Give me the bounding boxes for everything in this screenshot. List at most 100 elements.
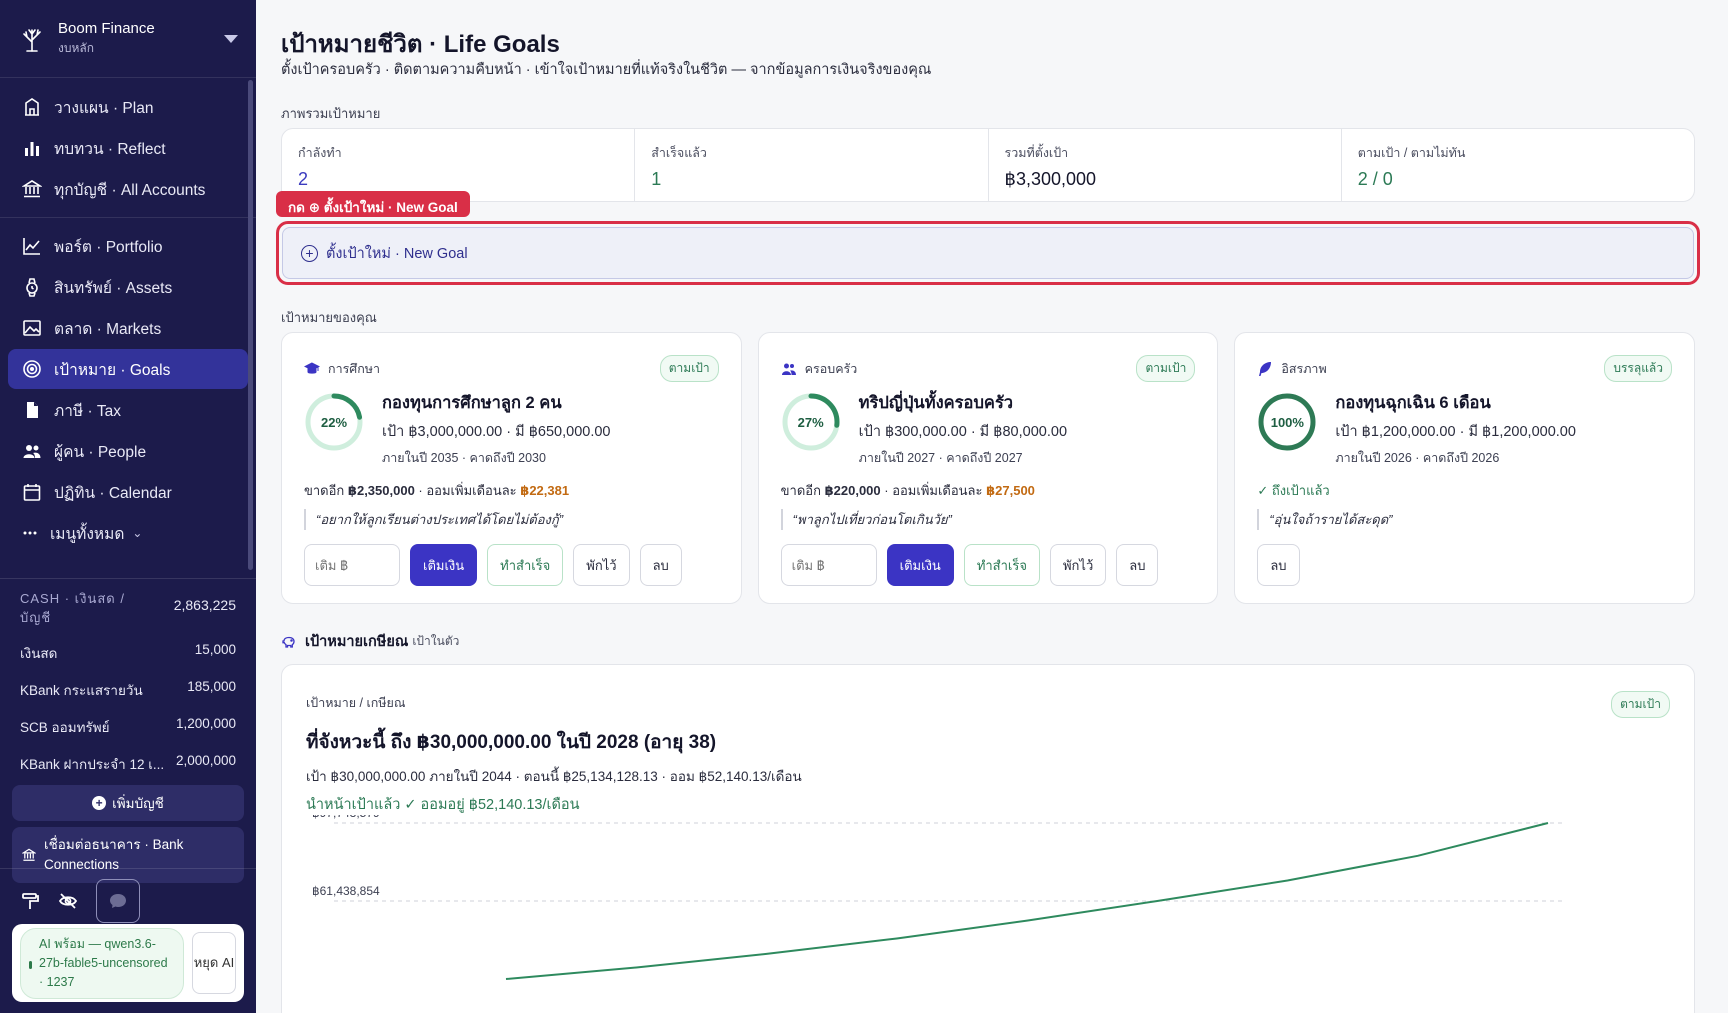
shortfall-amount: ฿2,350,000 [347,483,415,498]
add-account-button[interactable]: + เพิ่มบัญชี [12,785,244,821]
summary-completed: สำเร็จแล้ว 1 [635,129,989,201]
goal-target: เป้า ฿3,000,000.00 · มี ฿650,000.00 [382,424,611,440]
delete-button[interactable]: ลบ [1257,544,1300,586]
account-row[interactable]: เงินสด 15,000 [20,642,236,664]
nav-portfolio[interactable]: พอร์ต · Portfolio [8,226,248,266]
nav-all-accounts-label: ทุกบัญชี · All Accounts [54,181,206,199]
sidebar: Boom Finance งบหลัก วางแผน · Plan ทบทวน … [0,0,256,1013]
progress-percent: 22% [320,414,348,430]
paint-roller-icon[interactable] [20,891,40,911]
budget-name: งบหลัก [58,40,95,55]
topup-amount-input[interactable] [304,544,400,586]
workspace-name: Boom Finance [58,19,155,37]
stop-ai-button[interactable]: หยุด AI [192,932,236,994]
topup-button[interactable]: เติมเงิน [886,544,954,586]
account-amount: 15,000 [194,642,236,657]
progress-percent: 27% [797,414,824,430]
goal-name: กองทุนการศึกษาลูก 2 คน [382,394,562,412]
account-amount: 1,200,000 [175,716,236,731]
goal-card: ครอบครัว ตามเป้า 27% ทริปญี่ปุ่นทั้งครอบ… [757,332,1219,604]
account-row[interactable]: KBank กระแสรายวัน 185,000 [20,679,236,701]
bank-connections-button[interactable]: เชื่อมต่อธนาคาร · Bank Connections [12,827,244,883]
retirement-card: เป้าหมาย / เกษียณ ตามเป้า ที่จังหวะนี้ ถ… [281,664,1695,1013]
goal-dates: ภายในปี 2026 · คาดถึงปี 2026 [1335,451,1500,465]
workspace-switcher[interactable]: Boom Finance งบหลัก [0,0,256,78]
account-row[interactable]: KBank ฝากประจำ 12 เ... 2,000,000 [20,753,236,775]
monthly-saving: ฿27,500 [986,483,1035,498]
topup-button[interactable]: เติมเงิน [410,544,478,586]
mark-done-button[interactable]: ทำสำเร็จ [487,544,564,586]
ai-status-panel: AI พร้อม — qwen3.6-27b-fable5-uncensored… [12,924,244,1002]
people-icon [23,445,41,458]
goals-label: เป้าหมายของคุณ [281,310,377,325]
pause-button[interactable]: พักไว้ [573,544,630,586]
eye-off-icon[interactable] [58,891,78,911]
retirement-title: เป้าหมายเกษียณ [305,634,409,650]
nav-people[interactable]: ผู้คน · People [8,431,248,471]
chat-button[interactable] [96,878,140,923]
check-icon: ✓ [1257,483,1272,498]
nav-more[interactable]: เมนูทั้งหมด ⌄ [8,513,248,553]
nav-goals-label: เป้าหมาย · Goals [54,361,171,379]
progress-ring: 100% [1257,392,1317,452]
retirement-info: เป้า ฿30,000,000.00 ภายในปี 2044 · ตอนนี… [306,769,802,784]
status-badge: บรรลุแล้ว [1604,355,1673,382]
nav-goals[interactable]: เป้าหมาย · Goals [8,349,248,389]
cash-heading: CASH · เงินสด / บัญชี [20,591,125,625]
progress-ring: 22% [304,392,364,452]
summary-total-target: รวมที่ตั้งเป้า ฿3,300,000 [989,129,1342,201]
nav-all-accounts[interactable]: ทุกบัญชี · All Accounts [8,169,248,209]
retirement-heading: เป้าหมายเกษียณ เป้าในตัว [281,630,459,653]
nav-calendar[interactable]: ปฏิทิน · Calendar [8,472,248,512]
retirement-projection-chart: ฿97,743,579 ฿61,438,854 [312,815,1566,980]
goal-name: ทริปญี่ปุ่นทั้งครอบครัว [858,394,1014,412]
summary-label: สำเร็จแล้ว [651,146,707,160]
goal-category: อิสรภาพ [1281,361,1327,376]
summary-label: ภาพรวมเป้าหมาย [281,106,381,121]
delete-button[interactable]: ลบ [639,544,682,586]
nav-markets[interactable]: ตลาด · Markets [8,308,248,348]
nav-calendar-label: ปฏิทิน · Calendar [54,484,172,502]
goal-target: เป้า ฿1,200,000.00 · มี ฿1,200,000.00 [1335,424,1576,440]
nav-plan-label: วางแผน · Plan [54,99,154,117]
goal-dates: ภายในปี 2035 · คาดถึงปี 2030 [382,451,546,465]
shortfall-mid: · ออมเพิ่มเดือนละ [880,483,987,498]
plus-icon: + [92,796,107,810]
pause-button[interactable]: พักไว้ [1049,544,1107,586]
y-tick-label: ฿97,743,579 [312,815,380,820]
summary-value: 2 / 0 [1357,169,1393,189]
ai-status: AI พร้อม — qwen3.6-27b-fable5-uncensored… [20,927,184,999]
monthly-saving: ฿22,381 [520,483,570,498]
plan-icon [25,98,39,116]
cash-accounts-section: CASH · เงินสด / บัญชี 2,863,225 เงินสด 1… [0,578,256,775]
more-icon [23,531,37,535]
account-row[interactable]: SCB ออมทรัพย์ 1,200,000 [20,716,236,738]
goal-quote: “อยากให้ลูกเรียนต่างประเทศได้โดยไม่ต้องก… [304,509,719,530]
summary-label: รวมที่ตั้งเป้า [1004,146,1069,160]
nav-plan[interactable]: วางแผน · Plan [8,87,248,127]
new-goal-label: ตั้งเป้าใหม่ · New Goal [326,245,468,262]
document-icon [27,402,38,418]
feather-icon [1259,361,1272,376]
status-badge: ตามเป้า [1136,355,1196,382]
bar-chart-icon [25,142,39,156]
summary-in-progress: กำลังทำ 2 [282,129,636,201]
main-nav: วางแผน · Plan ทบทวน · Reflect ทุกบัญชี ·… [0,78,256,562]
delete-button[interactable]: ลบ [1116,544,1159,586]
nav-reflect[interactable]: ทบทวน · Reflect [8,128,248,168]
goal-card: อิสรภาพ บรรลุแล้ว 100% กองทุนฉุกเฉิน 6 เ… [1234,332,1696,604]
new-goal-button[interactable]: + ตั้งเป้าใหม่ · New Goal [282,227,1694,279]
mark-done-button[interactable]: ทำสำเร็จ [963,544,1040,586]
projection-line [505,822,1549,980]
topup-amount-input[interactable] [780,544,877,586]
sidebar-scrollbar[interactable] [248,80,253,570]
account-amount: 185,000 [187,679,236,694]
bank-icon [22,848,36,861]
retirement-projection-title: ที่จังหวะนี้ ถึง ฿30,000,000.00 ในปี 202… [306,732,717,753]
calendar-icon [23,484,41,501]
nav-tax[interactable]: ภาษี · Tax [8,390,248,430]
page-subtitle: ตั้งเป้าครอบครัว · ติดตามความคืบหน้า · เ… [281,62,932,78]
cash-total: 2,863,225 [173,597,236,613]
tree-logo-icon [23,28,41,52]
nav-assets[interactable]: สินทรัพย์ · Assets [8,267,248,307]
